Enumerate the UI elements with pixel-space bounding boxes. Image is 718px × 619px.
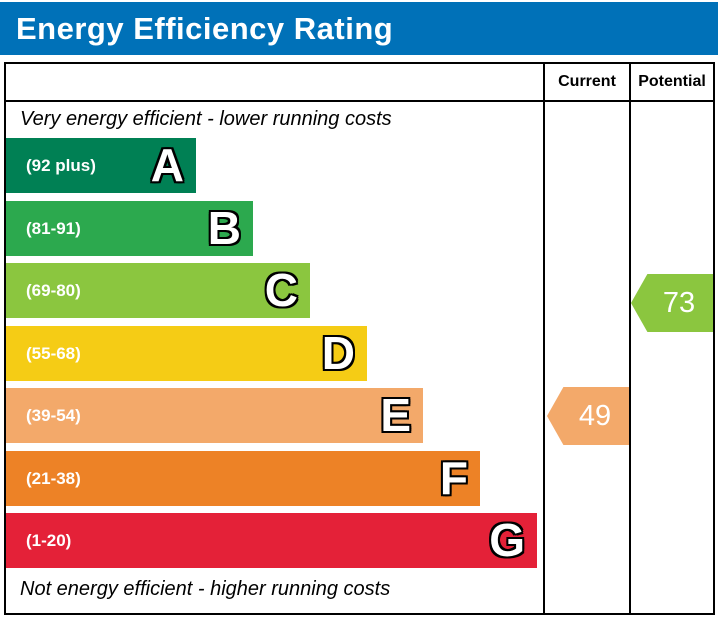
page-title: Energy Efficiency Rating (16, 10, 394, 46)
band-range-label: (39-54) (26, 405, 81, 425)
band-g: (1-20) G (6, 513, 537, 568)
band-range-label: (1-20) (26, 530, 72, 550)
band-a: (92 plus) A (6, 138, 196, 193)
potential-column-divider (629, 64, 631, 613)
rating-table: Current Potential Very energy efficient … (4, 62, 715, 615)
title-bar: Energy Efficiency Rating (0, 2, 718, 55)
potential-rating-arrow: 73 (631, 274, 713, 332)
band-letter: A (150, 139, 184, 191)
potential-rating-value: 73 (662, 286, 696, 319)
band-letter: F (439, 452, 468, 504)
current-rating-value: 49 (578, 399, 612, 432)
band-range-label: (92 plus) (26, 155, 96, 175)
band-range-label: (81-91) (26, 218, 81, 238)
bottom-note: Not energy efficient - higher running co… (20, 578, 391, 600)
band-letter: C (264, 264, 298, 316)
top-note: Very energy efficient - lower running co… (20, 108, 392, 130)
band-letter: E (380, 389, 411, 441)
band-b: (81-91) B (6, 201, 253, 256)
band-range-label: (21-38) (26, 468, 81, 488)
band-c: (69-80) C (6, 263, 310, 318)
current-column-divider (543, 64, 545, 613)
column-header-current: Current (558, 73, 616, 90)
column-header-potential: Potential (638, 73, 706, 90)
band-f: (21-38) F (6, 451, 480, 506)
current-rating-arrow: 49 (547, 387, 629, 445)
band-letter: D (321, 327, 355, 379)
band-range-label: (55-68) (26, 343, 81, 363)
band-range-label: (69-80) (26, 280, 81, 300)
band-d: (55-68) D (6, 326, 367, 381)
band-e: (39-54) E (6, 388, 423, 443)
band-letter: G (489, 514, 525, 566)
band-letter: B (207, 202, 241, 254)
header-divider-line (6, 100, 713, 102)
